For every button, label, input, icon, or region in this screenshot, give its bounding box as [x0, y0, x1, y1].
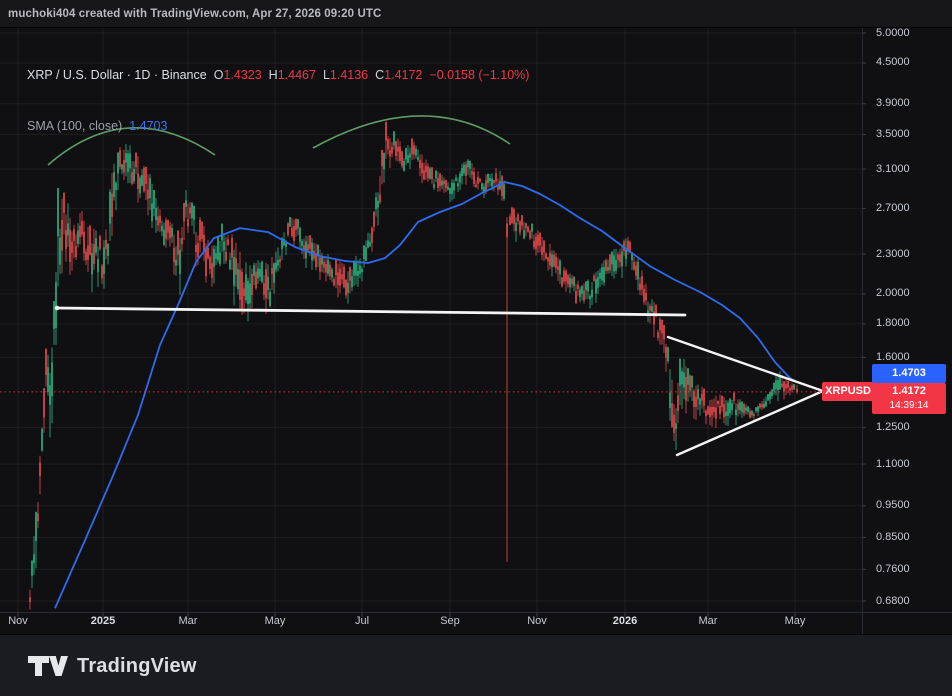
grid-lines: [0, 28, 952, 634]
sma-indicator-label[interactable]: SMA (100, close): [27, 119, 123, 133]
sma-line: [54, 181, 797, 609]
ohlc-low-value: 1.4136: [329, 68, 369, 82]
sma-indicator-value: 1.4703: [129, 119, 168, 133]
symbol-legend: XRP / U.S. Dollar · 1D · Binance O 1.4323 H…: [27, 33, 529, 152]
last-price-badge: 1.4172 14:39:14: [872, 382, 946, 414]
arc-drawings: [47, 115, 511, 166]
ohlc-open-label: O: [213, 68, 224, 82]
legend-row-indicator: SMA (100, close) 1.4703: [27, 118, 529, 135]
bar-countdown: 14:39:14: [889, 399, 929, 411]
ohlc-close-label: C: [375, 68, 385, 82]
ohlc-low-label: L: [322, 68, 330, 82]
footer-bar: TradingView: [0, 634, 952, 696]
legend-row-symbol: XRP / U.S. Dollar · 1D · Binance O 1.4323 H…: [27, 67, 529, 84]
tradingview-logo-icon: [28, 656, 68, 676]
attribution-text: muchoki404 created with TradingView.com,…: [8, 7, 382, 20]
trend-drawings: [54, 305, 825, 457]
ohlc-close-value: 1.4172: [384, 68, 423, 82]
change-value: −0.0158 (−1.10%): [429, 68, 530, 82]
tradingview-wordmark: TradingView: [77, 654, 197, 677]
symbol-title[interactable]: XRP / U.S. Dollar · 1D · Binance: [27, 68, 207, 82]
symbol-tag: XRPUSD: [822, 382, 874, 402]
ohlc-open-value: 1.4323: [223, 68, 262, 82]
ohlc-high-label: H: [268, 68, 278, 82]
ohlc-high-value: 1.4467: [277, 68, 316, 82]
last-price-value: 1.4172: [892, 384, 926, 397]
tradingview-logo-link[interactable]: TradingView: [28, 653, 197, 679]
sma-value-badge: 1.4703: [872, 363, 946, 383]
candles-group: [29, 121, 798, 610]
attribution-bar: muchoki404 created with TradingView.com,…: [0, 0, 952, 28]
